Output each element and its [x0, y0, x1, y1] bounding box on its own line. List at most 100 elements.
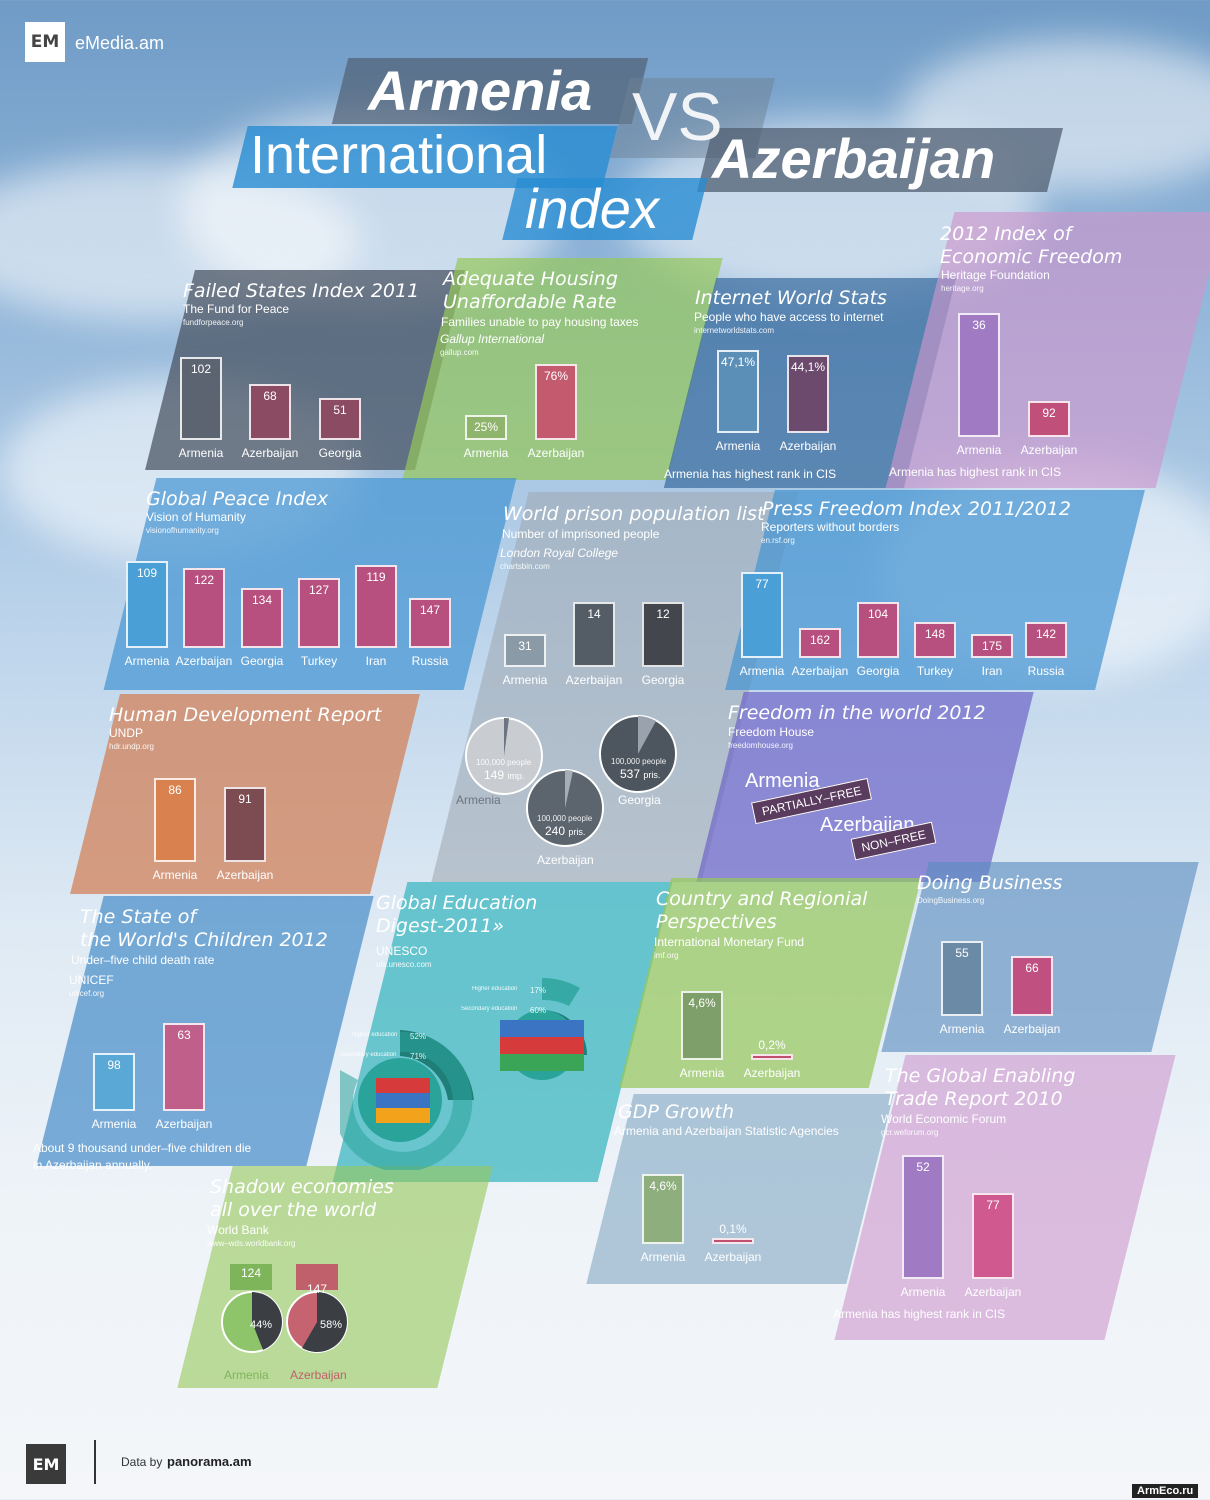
edu-aze-higher-val: 17%: [530, 986, 547, 995]
doing-value-armenia: 55: [955, 946, 969, 960]
press-value-turkey: 148: [924, 627, 946, 641]
footer-logo: EM: [26, 1444, 66, 1484]
hdr-value-azerbaijan: 91: [238, 792, 252, 806]
country-src[interactable]: imf.org: [654, 951, 679, 960]
country-title-2: Perspectives: [656, 911, 777, 933]
hdr-src[interactable]: hdr.undp.org: [109, 742, 154, 751]
country-label-azerbaijan: Azerbaijan: [743, 1066, 801, 1080]
prison-sub2: London Royal College: [500, 546, 619, 560]
country-sub: International Monetary Fund: [654, 935, 805, 949]
peace-sub: Vision of Humanity: [146, 510, 246, 524]
doing-src[interactable]: DoingBusiness.org: [917, 896, 985, 905]
econ-label-azerbaijan: Azerbaijan: [1020, 443, 1078, 457]
title-international: International: [250, 125, 548, 185]
title-vs: VS: [632, 79, 723, 155]
doing-title: Doing Business: [917, 872, 1063, 894]
econ-value-azerbaijan: 92: [1042, 406, 1056, 420]
prison-georgia-num: 537: [620, 767, 641, 781]
shadow-src[interactable]: www–wds.worldbank.org: [207, 1239, 296, 1248]
children-label-azerbaijan: Azerbaijan: [155, 1117, 213, 1131]
children-note-1: About 9 thousand under–five children die: [33, 1141, 252, 1155]
shadow-rank-azerbaijan: 147: [306, 1282, 328, 1296]
doing-value-azerbaijan: 66: [1025, 961, 1039, 975]
gdp-label-azerbaijan: Azerbaijan: [704, 1250, 762, 1264]
peace-label-turkey: Turkey: [300, 654, 338, 668]
peace-src[interactable]: visionofhumanity.org: [146, 526, 219, 535]
prison-azerbaijan-num: 240: [545, 824, 566, 838]
peace-value-armenia: 109: [136, 566, 158, 580]
country-value-azerbaijan: 0,2%: [758, 1038, 786, 1052]
children-title-1: The State of: [80, 906, 197, 928]
peace-value-azerbaijan: 122: [193, 573, 215, 587]
hdr-label-azerbaijan: Azerbaijan: [216, 868, 274, 882]
children-bar-armenia: [93, 1053, 135, 1111]
edu-src[interactable]: uis.unesco.com: [376, 960, 432, 969]
footer-data-by: Data by: [121, 1455, 163, 1469]
shadow-val-azerbaijan: 58%: [319, 1319, 343, 1331]
children-src[interactable]: unicef.org: [69, 989, 105, 998]
press-bar-georgia: [857, 602, 899, 658]
peace-label-azerbaijan: Azerbaijan: [175, 654, 233, 668]
press-bar-armenia: [741, 572, 783, 658]
press-bar-turkey: [914, 622, 956, 658]
housing-title-2: Unaffordable Rate: [443, 291, 617, 313]
hdr-bar-armenia: [154, 778, 196, 862]
housing-value-azerbaijan: 76%: [543, 369, 569, 383]
flag-azerbaijan-blue: [500, 1020, 584, 1037]
shadow-rank-armenia: 124: [240, 1266, 262, 1280]
peace-value-georgia: 134: [251, 593, 273, 607]
prison-bar-armenia: [504, 634, 546, 667]
prison-armenia-l1: 100,000 people: [476, 758, 532, 767]
peace-bar-georgia: [241, 588, 283, 648]
prison-src[interactable]: chartsbin.com: [500, 562, 550, 571]
children-sub2: UNICEF: [69, 973, 114, 987]
shadow-title-2: all over the world: [210, 1199, 377, 1221]
trade-bar-azerbaijan: [972, 1193, 1014, 1279]
internet-src[interactable]: internetworldstats.com: [694, 326, 775, 335]
footer-source[interactable]: panorama.am: [167, 1454, 252, 1469]
econ-src[interactable]: heritage.org: [941, 284, 984, 293]
title-azerbaijan: Azerbaijan: [712, 127, 996, 190]
press-bar-iran: [971, 634, 1013, 658]
peace-bar-azerbaijan: [183, 568, 225, 648]
trade-title-2: Trade Report 2010: [885, 1088, 1063, 1110]
edu-ring-armenia: [340, 1030, 474, 1170]
press-value-azerbaijan: 162: [809, 633, 831, 647]
hdr-sub: UNDP: [109, 726, 144, 740]
shadow-pie-armenia: [221, 1264, 283, 1353]
trade-title-1: The Global Enabling: [885, 1065, 1076, 1087]
failed-label-georgia: Georgia: [318, 446, 362, 460]
trade-bar-armenia: [902, 1155, 944, 1279]
country-title-1: Country and Regionial: [656, 888, 868, 910]
gdp-value-azerbaijan: 0,1%: [719, 1222, 747, 1236]
press-src[interactable]: en.rsf.org: [761, 536, 795, 545]
prison-circle-georgia: [599, 715, 677, 793]
country-bar-armenia: [681, 991, 723, 1060]
flag-armenia-blue: [376, 1093, 430, 1108]
econ-sub: Heritage Foundation: [941, 268, 1050, 282]
housing-label-azerbaijan: Azerbaijan: [527, 446, 585, 460]
prison-value-armenia: 31: [518, 639, 532, 653]
trade-src[interactable]: gcr.weforum.org: [881, 1128, 939, 1137]
press-bar-azerbaijan: [799, 628, 841, 658]
press-sub: Reporters without borders: [761, 520, 900, 534]
brand-site[interactable]: eMedia.am: [75, 33, 165, 53]
trade-label-armenia: Armenia: [900, 1285, 946, 1299]
gdp-label-armenia: Armenia: [640, 1250, 686, 1264]
press-value-russia: 142: [1035, 627, 1057, 641]
housing-label-armenia: Armenia: [463, 446, 509, 460]
failed-src[interactable]: fundforpeace.org: [183, 318, 244, 327]
prison-sub: Number of imprisoned people: [502, 527, 660, 541]
press-label-turkey: Turkey: [916, 664, 954, 678]
press-value-iran: 175: [981, 639, 1003, 653]
housing-src[interactable]: gallup.com: [440, 348, 479, 357]
failed-label-armenia: Armenia: [178, 446, 224, 460]
peace-value-turkey: 127: [308, 583, 330, 597]
hdr-title: Human Development Report: [109, 704, 382, 726]
failed-bar-georgia: [319, 398, 361, 440]
freedom-src[interactable]: freedomhouse.org: [728, 741, 793, 750]
prison-value-azerbaijan: 14: [587, 607, 601, 621]
housing-bar-armenia: [465, 415, 507, 440]
internet-label-azerbaijan: Azerbaijan: [779, 439, 837, 453]
failed-title: Failed States Index 2011: [183, 280, 420, 302]
